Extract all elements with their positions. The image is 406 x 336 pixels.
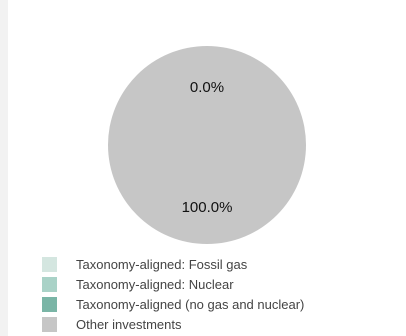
- legend-swatch-nuclear: [42, 276, 57, 292]
- data-label-small-slice: 0.0%: [190, 79, 224, 96]
- chart-card: 0.0% 100.0% Taxonomy-aligned: Fossil gas…: [8, 0, 406, 336]
- legend-label-nuclear: Taxonomy-aligned: Nuclear: [76, 276, 234, 292]
- legend-item-fossil-gas: Taxonomy-aligned: Fossil gas: [42, 254, 304, 274]
- chart-legend: Taxonomy-aligned: Fossil gas Taxonomy-al…: [42, 254, 304, 334]
- legend-swatch-taxonomy-aligned: [42, 296, 57, 312]
- pie-slice-other-investments: [108, 46, 306, 244]
- legend-label-taxonomy-aligned: Taxonomy-aligned (no gas and nuclear): [76, 296, 305, 312]
- legend-swatch-other-investments: [42, 316, 57, 332]
- pie-slices: [108, 46, 306, 244]
- data-label-other-investments: 100.0%: [182, 199, 233, 216]
- legend-label-fossil-gas: Taxonomy-aligned: Fossil gas: [76, 256, 248, 272]
- legend-item-nuclear: Taxonomy-aligned: Nuclear: [42, 274, 304, 294]
- legend-item-other-investments: Other investments: [42, 314, 304, 334]
- pie-chart: 0.0% 100.0%: [108, 46, 306, 244]
- legend-item-taxonomy-aligned: Taxonomy-aligned (no gas and nuclear): [42, 294, 304, 314]
- legend-label-other-investments: Other investments: [76, 316, 182, 332]
- legend-swatch-fossil-gas: [42, 256, 57, 272]
